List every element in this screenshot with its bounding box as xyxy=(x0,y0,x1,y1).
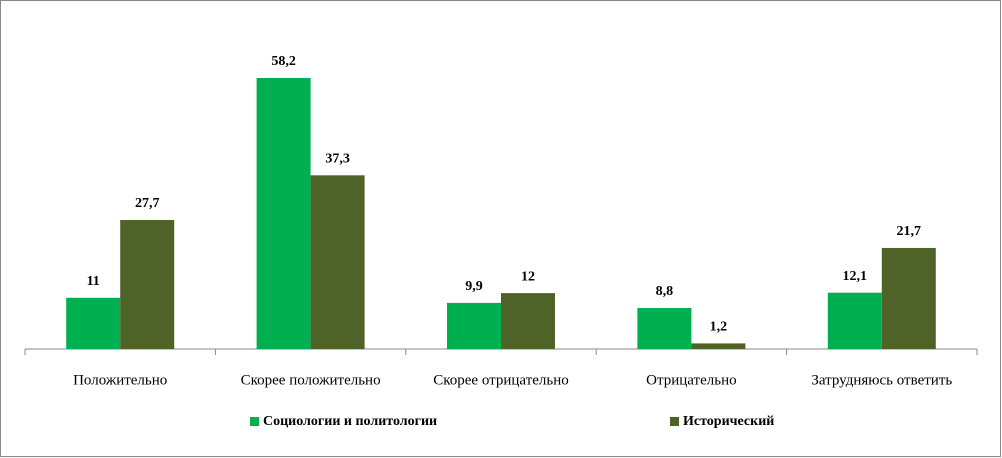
bar xyxy=(637,308,692,349)
bar xyxy=(256,78,311,349)
data-label: 9,9 xyxy=(465,279,483,294)
x-tick-label: Скорее отрицательно xyxy=(433,372,569,388)
bar xyxy=(310,175,365,349)
bar xyxy=(447,302,501,349)
data-label: 11 xyxy=(87,274,100,289)
bar xyxy=(691,343,746,349)
data-label: 12 xyxy=(521,269,535,284)
bar xyxy=(827,292,882,349)
x-tick-label: Затрудняюсь ответить xyxy=(811,372,952,388)
x-tick-label: Скорее положительно xyxy=(241,372,381,388)
bar xyxy=(66,297,121,349)
bar xyxy=(881,247,936,349)
legend-label: Социологии и политологии xyxy=(263,414,437,429)
data-label: 27,7 xyxy=(135,196,160,211)
data-label: 21,7 xyxy=(897,224,922,239)
bar xyxy=(501,293,555,349)
data-label: 37,3 xyxy=(325,152,350,167)
data-label: 58,2 xyxy=(271,54,296,69)
data-label: 1,2 xyxy=(710,320,728,335)
legend-label: Исторический xyxy=(683,414,774,429)
x-tick-label: Отрицательно xyxy=(646,372,736,388)
data-label: 12,1 xyxy=(843,269,868,284)
x-tick-label: Положительно xyxy=(73,372,167,388)
bar xyxy=(120,220,175,349)
legend-swatch xyxy=(250,417,259,426)
legend-swatch xyxy=(670,417,679,426)
data-label: 8,8 xyxy=(656,284,674,299)
